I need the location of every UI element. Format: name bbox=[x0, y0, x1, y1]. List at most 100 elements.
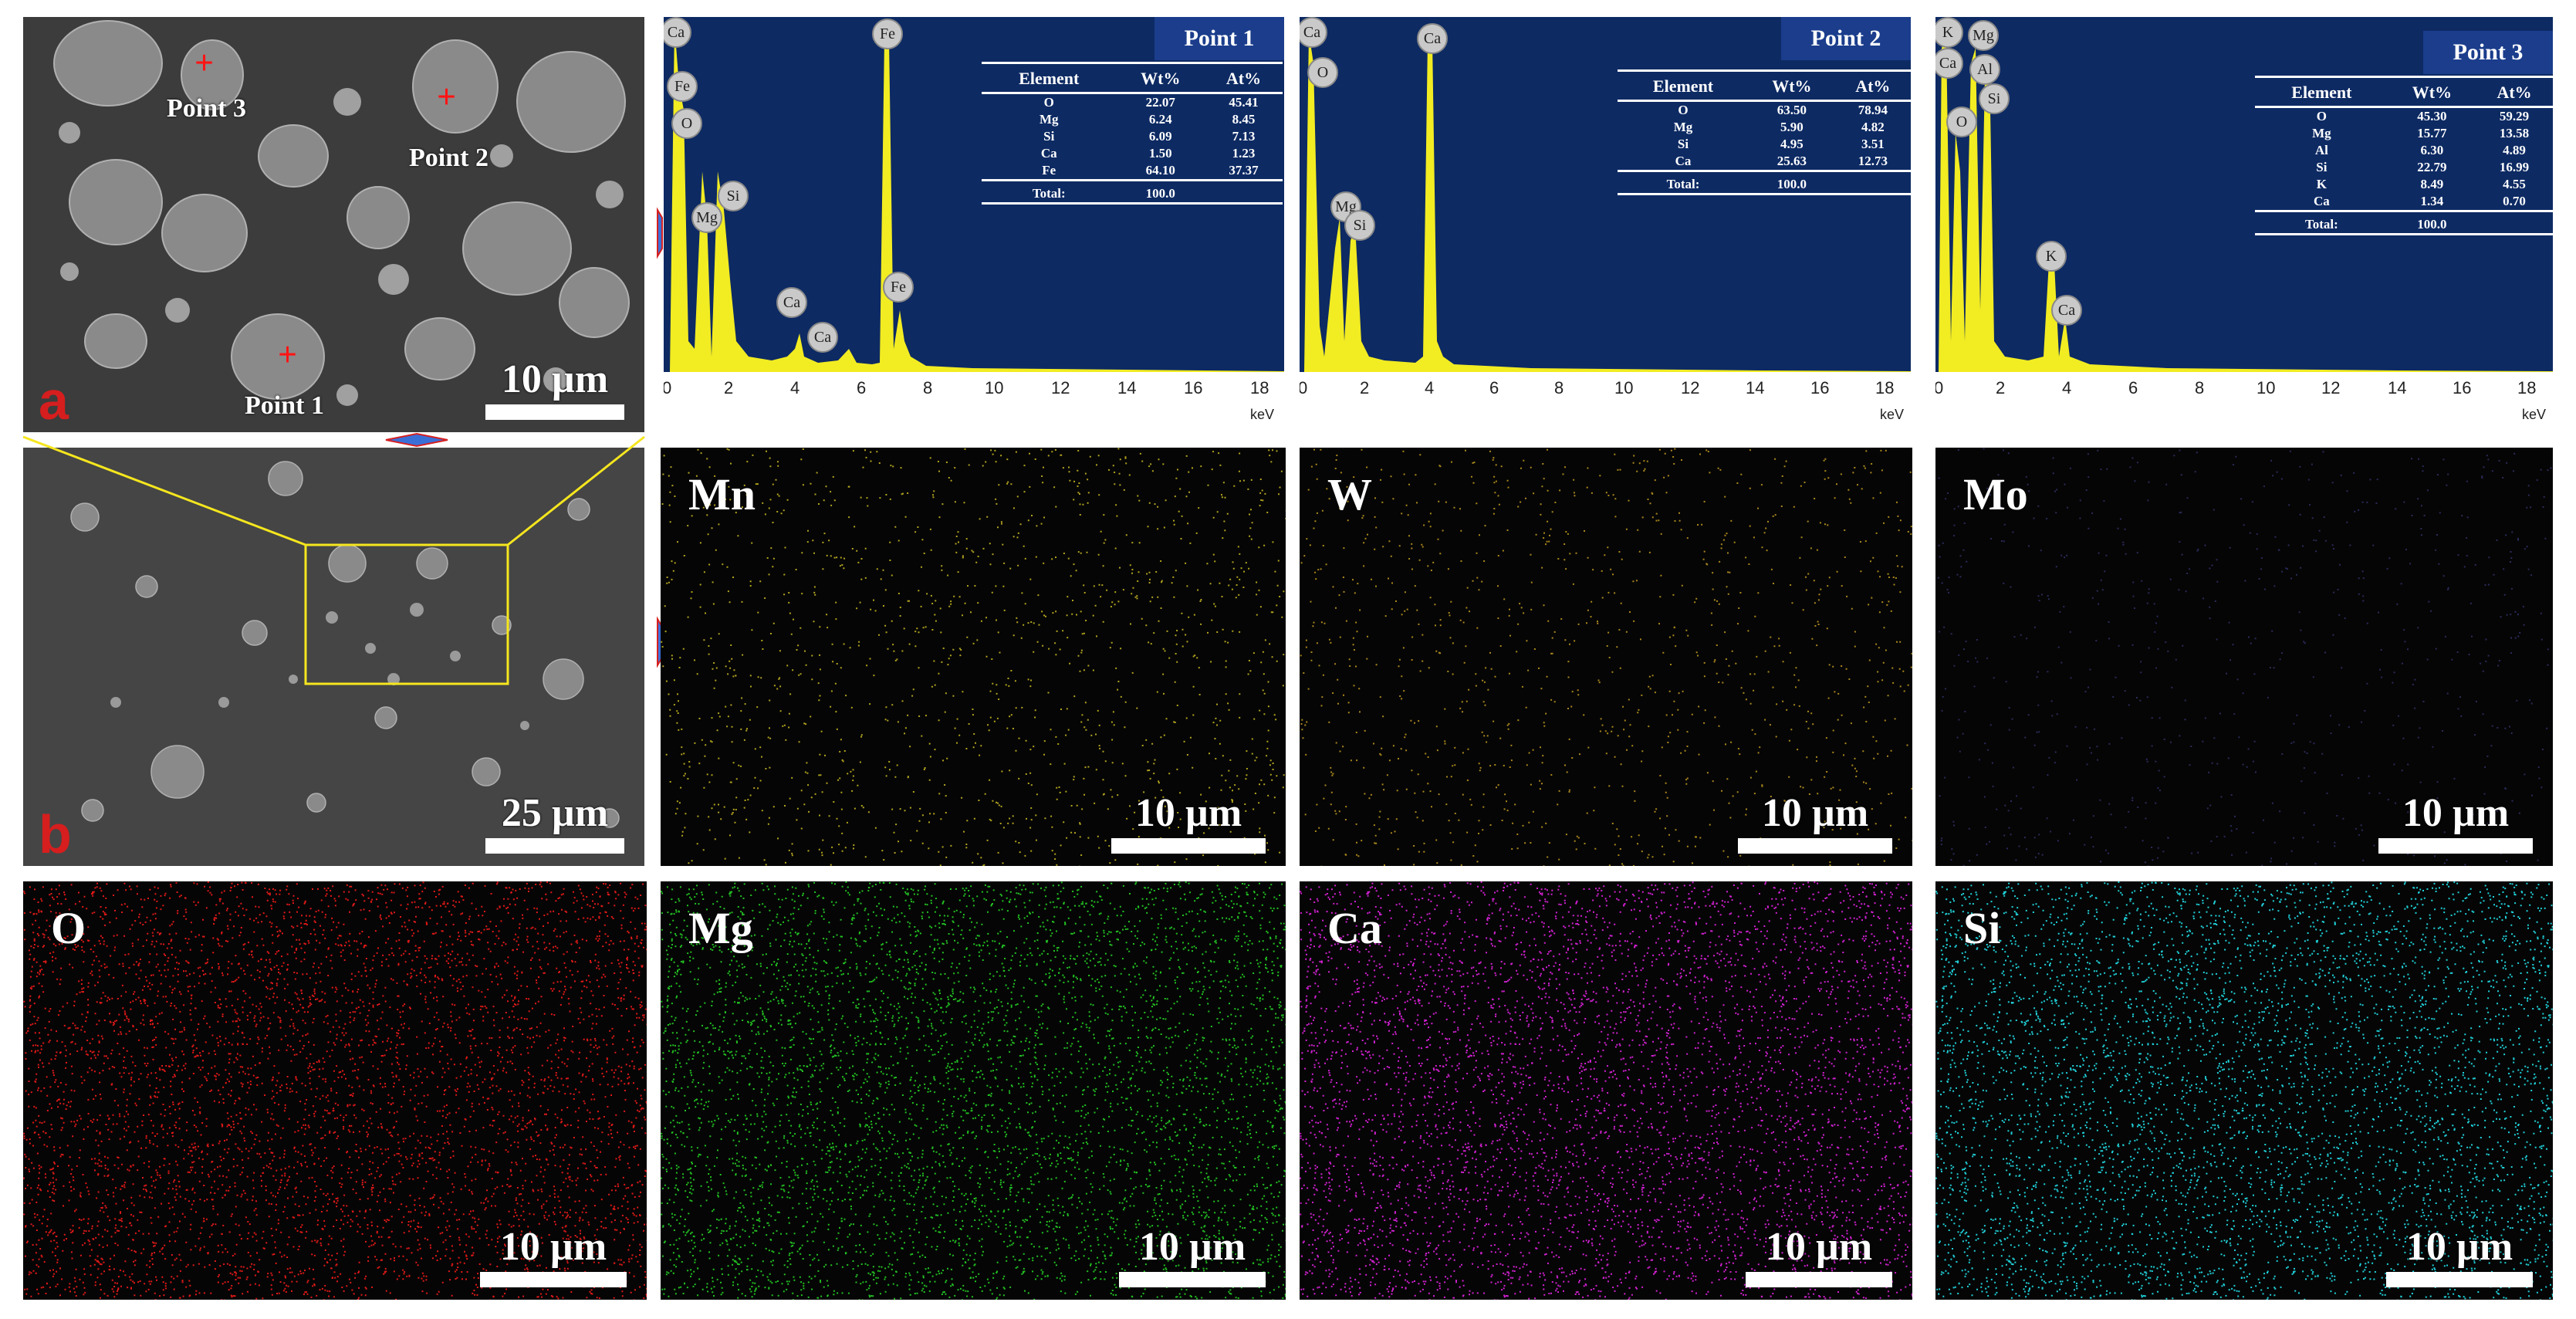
spectrum-panel-3: K Ca Mg Al O Si K Ca Point 3 Element Wt% A… bbox=[1935, 17, 2553, 432]
x-tick: 10 bbox=[2257, 378, 2276, 397]
x-tick: 6 bbox=[857, 378, 867, 397]
peak-label: Ca bbox=[1935, 48, 1963, 79]
table-row: Fe 64.10 37.37 bbox=[1042, 163, 1259, 178]
spectrum-plot-1 bbox=[664, 25, 1284, 372]
marker-point-3: + bbox=[194, 44, 215, 82]
map-mo: Mo 10 µm bbox=[1935, 448, 2553, 866]
table-header: Wt% bbox=[2388, 76, 2476, 108]
scale-bar-line bbox=[2378, 838, 2533, 854]
map-w: W 10 µm bbox=[1300, 448, 1912, 866]
x-tick: 18 bbox=[1875, 378, 1895, 397]
sem-image-a: + Point 3 + Point 2 + Point 1 a 10 µm bbox=[23, 17, 644, 432]
x-tick: 2 bbox=[724, 378, 734, 397]
x-tick: 8 bbox=[2195, 378, 2205, 397]
composition-table-1: Element Wt% At% O 22.07 45.41 Mg 6.24 8.45 Si 6… bbox=[982, 62, 1283, 205]
table-header: At% bbox=[1205, 62, 1283, 94]
panel-label-b: b bbox=[39, 804, 72, 864]
x-tick: 8 bbox=[1554, 378, 1564, 397]
spectrum-panel-1: Ca Fe O Mg Si Ca Ca Fe Fe Point 1 Elemen… bbox=[664, 17, 1284, 432]
marker-point-2: + bbox=[437, 78, 457, 116]
table-row: O 22.07 45.41 bbox=[1043, 95, 1259, 110]
peak-label: Ca bbox=[664, 17, 691, 48]
element-label: Mg bbox=[688, 903, 753, 953]
table-row: Mg 5.90 4.82 bbox=[1673, 120, 1885, 134]
table-row: K 8.49 4.55 bbox=[2316, 177, 2526, 191]
x-tick: 4 bbox=[790, 378, 800, 397]
table-total-row: Total: 100.0 bbox=[2255, 210, 2553, 235]
table-row: O 63.50 78.94 bbox=[1678, 103, 1888, 117]
scale-bar: 10 µm bbox=[1111, 793, 1266, 854]
table-row: O 45.30 59.29 bbox=[2316, 109, 2530, 123]
x-tick: 10 bbox=[985, 378, 1004, 397]
x-tick: 4 bbox=[2062, 378, 2072, 397]
scale-bar: 10 µm bbox=[2378, 793, 2533, 854]
element-label: Ca bbox=[1327, 903, 1382, 953]
scale-bar: 10 µm bbox=[1119, 1227, 1266, 1287]
spectrum-title-3: Point 3 bbox=[2423, 31, 2553, 74]
x-tick: 4 bbox=[1425, 378, 1435, 397]
x-tick: 6 bbox=[2128, 378, 2138, 397]
scale-bar-line bbox=[485, 404, 624, 420]
peak-label: Si bbox=[1344, 210, 1375, 241]
map-si: Si 10 µm bbox=[1935, 881, 2553, 1300]
scale-bar-text: 10 µm bbox=[1138, 1225, 1246, 1269]
label-point-3: Point 3 bbox=[167, 94, 246, 123]
x-tick: 16 bbox=[1184, 378, 1203, 397]
spectrum-title-1: Point 1 bbox=[1154, 17, 1284, 60]
scale-bar-line bbox=[1119, 1272, 1266, 1287]
table-row: Si 4.95 3.51 bbox=[1677, 137, 1885, 151]
scale-bar-line bbox=[480, 1272, 627, 1287]
scale-bar: 10 µm bbox=[2386, 1227, 2533, 1287]
x-tick: 2 bbox=[1360, 378, 1370, 397]
table-header: Element bbox=[982, 62, 1117, 94]
map-mg: Mg 10 µm bbox=[661, 881, 1286, 1300]
scale-bar: 10 µm bbox=[1738, 793, 1892, 854]
element-label: Mo bbox=[1963, 469, 2028, 519]
x-tick: 14 bbox=[1746, 378, 1765, 397]
scale-bar-line bbox=[1738, 838, 1892, 854]
x-tick: 12 bbox=[1051, 378, 1070, 397]
x-tick: 16 bbox=[1810, 378, 1830, 397]
x-tick: 10 bbox=[1614, 378, 1634, 397]
x-tick: 2 bbox=[1996, 378, 2006, 397]
x-tick: 0 bbox=[664, 378, 672, 397]
table-header: Element bbox=[2255, 76, 2388, 108]
x-unit: keV bbox=[2522, 407, 2547, 422]
peak-label: Ca bbox=[2051, 295, 2082, 326]
table-header: At% bbox=[1834, 69, 1911, 102]
peak-label: Mg bbox=[1968, 20, 1999, 51]
x-tick: 12 bbox=[2321, 378, 2341, 397]
peak-label: K bbox=[1935, 17, 1963, 48]
element-label: Si bbox=[1963, 903, 2001, 953]
x-unit: keV bbox=[1880, 407, 1905, 422]
table-row: Ca 25.63 12.73 bbox=[1675, 154, 1888, 168]
x-tick: 18 bbox=[1250, 378, 1269, 397]
scale-bar-text: 10 µm bbox=[501, 357, 609, 401]
scale-bar: 10 µm bbox=[1746, 1227, 1892, 1287]
table-header: Wt% bbox=[1749, 69, 1835, 102]
peak-label: Ca bbox=[1417, 23, 1448, 54]
peak-label: Si bbox=[1979, 83, 2010, 114]
peak-label: Al bbox=[1969, 54, 2000, 85]
table-total-row: Total: 100.0 bbox=[982, 179, 1283, 205]
map-o: O 10 µm bbox=[23, 881, 647, 1300]
table-row: Mg 6.24 8.45 bbox=[1039, 112, 1256, 127]
sem-image-b: b 25 µm bbox=[23, 448, 644, 866]
label-point-2: Point 2 bbox=[409, 144, 488, 172]
x-tick: 14 bbox=[1117, 378, 1137, 397]
scale-bar-line bbox=[485, 838, 624, 854]
scale-bar-line bbox=[2386, 1272, 2533, 1287]
spectrum-title-2: Point 2 bbox=[1781, 17, 1911, 60]
x-tick: 0 bbox=[1300, 378, 1308, 397]
scale-bar-text: 10 µm bbox=[1761, 791, 1869, 835]
peak-label: O bbox=[1946, 107, 1977, 137]
peak-label: Fe bbox=[667, 71, 698, 102]
peak-label: Fe bbox=[872, 19, 903, 49]
peak-label: Ca bbox=[776, 287, 807, 318]
element-label: O bbox=[51, 903, 86, 953]
panel-label-a: a bbox=[39, 370, 69, 431]
element-label: Mn bbox=[688, 469, 756, 519]
scale-bar-b: 25 µm bbox=[485, 793, 624, 854]
sem-particles-a bbox=[23, 17, 644, 432]
peak-label: Fe bbox=[883, 272, 914, 303]
